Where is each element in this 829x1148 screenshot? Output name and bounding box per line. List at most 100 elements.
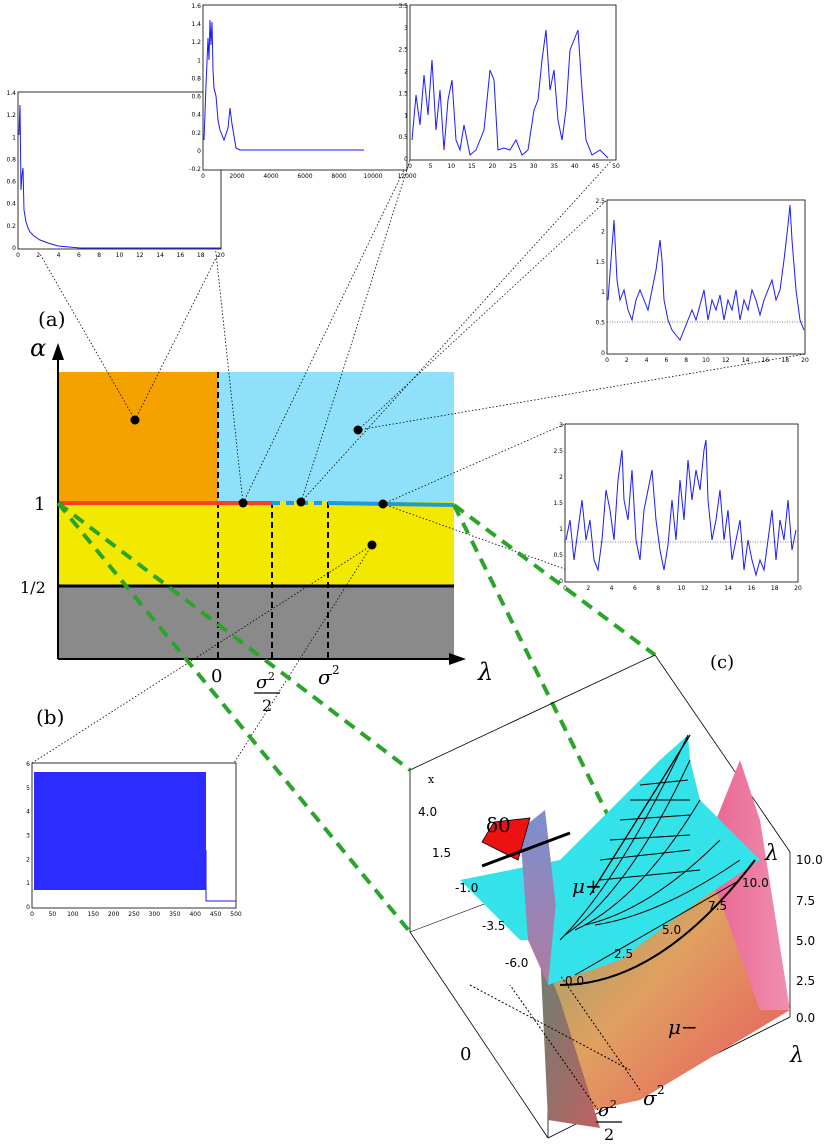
- panel-label-a: (a): [38, 307, 66, 331]
- tick-sigma2-half-den: 2: [262, 696, 272, 715]
- panel-label-b: (b): [36, 705, 64, 729]
- inset4-x-tick: 8: [684, 357, 688, 364]
- inset5-y-tick: 0.5: [553, 552, 563, 559]
- inset1-x-tick: 0: [16, 252, 20, 259]
- inset5-x-tick: 6: [633, 585, 637, 592]
- connectors: [31, 159, 806, 764]
- inset2-y-tick: 1.4: [191, 21, 201, 28]
- inset5-x-tick: 0: [563, 585, 567, 592]
- inset1-x-tick: 20: [217, 252, 225, 259]
- tick-lambda-zero: 0: [211, 666, 222, 687]
- inset2-x-tick: 2000: [229, 173, 244, 180]
- right-ticks: 10.0 7.5 5.0 2.5 0.0: [796, 853, 823, 1025]
- inset5-y-tick: 2: [559, 474, 563, 481]
- delta0-block: [481, 817, 531, 861]
- svg-text:0.0: 0.0: [796, 1011, 815, 1025]
- tick-sigma2-half-sup: 2: [268, 670, 275, 683]
- inset6-x-tick: 350: [169, 911, 181, 918]
- x-axis-label: x: [428, 773, 435, 786]
- svg-text:7.5: 7.5: [708, 899, 727, 913]
- inset4-y-tick: 2.5: [595, 198, 605, 205]
- inset2-y-tick: 0: [197, 148, 201, 155]
- inset4-x-tick: 6: [664, 357, 668, 364]
- lambda-arrow-icon: [449, 653, 466, 665]
- inset1-y-tick: 1.4: [6, 90, 16, 97]
- inset2-y-tick: 0.2: [191, 130, 201, 137]
- inset2-y-tick: 1: [197, 57, 201, 64]
- surface-plot: (c) x δ0 μ+ μ− λ λ 0 σ 2 σ 2 2 4.0 1.5 -…: [409, 652, 823, 1144]
- inset5-x-tick: 14: [724, 585, 732, 592]
- inset1-y-tick: 1: [12, 134, 16, 141]
- inset6-x-tick: 0: [30, 911, 34, 918]
- inset-4-trace: [607, 204, 805, 341]
- inset4-x-tick: 0: [605, 357, 609, 364]
- inset-3: 3.5 3 2.5 2 1.5 1 0.5 00 5 10 15 20 25 30 35 40 45 50: [398, 3, 620, 170]
- inset1-y-tick: 0.8: [6, 156, 16, 163]
- inset5-x-tick: 18: [771, 585, 779, 592]
- inset5-x-tick: 20: [794, 585, 802, 592]
- inset-5: 3 2.5 2 1.5 1 0.5 00 2 4 6 8 10 12 14 16 18 20: [553, 422, 802, 592]
- inset1-y-tick: 0.2: [6, 223, 16, 230]
- inset-1: 1.41.210.80.60.40.200 2 4 6 8 10 12 14 16 18 20: [6, 90, 225, 259]
- tick-sigma2: σ: [318, 665, 333, 689]
- inset4-y-tick: 0: [601, 350, 605, 357]
- alpha-arrow-icon: [52, 343, 64, 360]
- inset5-y-tick: 1.5: [553, 500, 563, 507]
- inset3-x-tick: 40: [571, 163, 579, 170]
- inset5-y-tick: 2.5: [553, 448, 563, 455]
- inset6-y-tick: 0: [26, 904, 30, 911]
- inset-2-trace: [203, 19, 364, 151]
- surface-wall: [520, 810, 562, 985]
- inset1-y-tick: 1.2: [6, 112, 16, 119]
- depth-ticks: 0.0 2.5 5.0 7.5 10.0: [565, 876, 769, 988]
- inset5-x-tick: 4: [610, 585, 614, 592]
- inset-2: 1.61.41.210.80.60.40.20-0.20 2000 4000 6000…: [189, 3, 416, 180]
- inset2-y-tick: 1.2: [191, 39, 201, 46]
- tick-sigma2-sup: 2: [332, 663, 340, 677]
- inset6-y-tick: 6: [26, 761, 30, 768]
- inset4-x-tick: 4: [645, 357, 649, 364]
- panel-label-c: (c): [710, 652, 734, 673]
- inset4-x-tick: 10: [702, 357, 710, 364]
- inset5-x-tick: 12: [701, 585, 709, 592]
- inset6-y-tick: 5: [26, 785, 30, 792]
- inset3-y-tick: 2.5: [398, 47, 408, 54]
- inset2-x-tick: 8000: [331, 173, 346, 180]
- svg-text:4.0: 4.0: [418, 805, 437, 819]
- inset5-x-tick: 8: [656, 585, 660, 592]
- inset3-x-tick: 25: [509, 163, 517, 170]
- inset1-x-tick: 14: [156, 252, 164, 259]
- lambda-right-label: λ: [789, 1043, 804, 1068]
- inset5-x-tick: 16: [748, 585, 756, 592]
- inset6-y-tick: 4: [26, 809, 30, 816]
- region-blue: [218, 372, 454, 502]
- region-gray: [58, 586, 454, 659]
- inset3-x-tick: 15: [468, 163, 476, 170]
- mu-plus-label: μ+: [572, 874, 602, 898]
- inset3-y-tick: 2: [404, 69, 408, 76]
- inset2-y-tick: 0.6: [191, 94, 201, 101]
- inset1-x-tick: 6: [77, 252, 81, 259]
- inset4-y-tick: 2: [601, 228, 605, 235]
- inset4-y-tick: 0.5: [595, 320, 605, 327]
- inset-4: 2.5 2 1.5 1 0.5 00 2 4 6 8 10 12 14 16 18 20: [595, 198, 809, 364]
- svg-text:2.5: 2.5: [796, 974, 815, 988]
- bottom-sigma2-sup: 2: [657, 1083, 665, 1097]
- phase-diagram: (a) α λ 1 1/2 0 σ 2 2 σ 2: [20, 307, 493, 715]
- svg-text:5.0: 5.0: [662, 923, 681, 937]
- delta0-label: δ0: [486, 813, 511, 837]
- contour-lines: [559, 734, 756, 986]
- inset6-x-tick: 100: [67, 911, 79, 918]
- inset4-x-tick: 2: [625, 357, 629, 364]
- svg-text:5.0: 5.0: [796, 934, 815, 948]
- svg-text:-3.5: -3.5: [482, 919, 505, 933]
- inset-3-trace: [411, 29, 609, 159]
- bottom-sigma2-half-den: 2: [604, 1125, 614, 1144]
- lambda-axis-label: λ: [477, 658, 493, 686]
- inset3-x-tick: 45: [592, 163, 600, 170]
- inset4-x-tick: 14: [742, 357, 750, 364]
- inset3-y-tick: 1.5: [398, 90, 408, 97]
- inset6-x-tick: 200: [108, 911, 120, 918]
